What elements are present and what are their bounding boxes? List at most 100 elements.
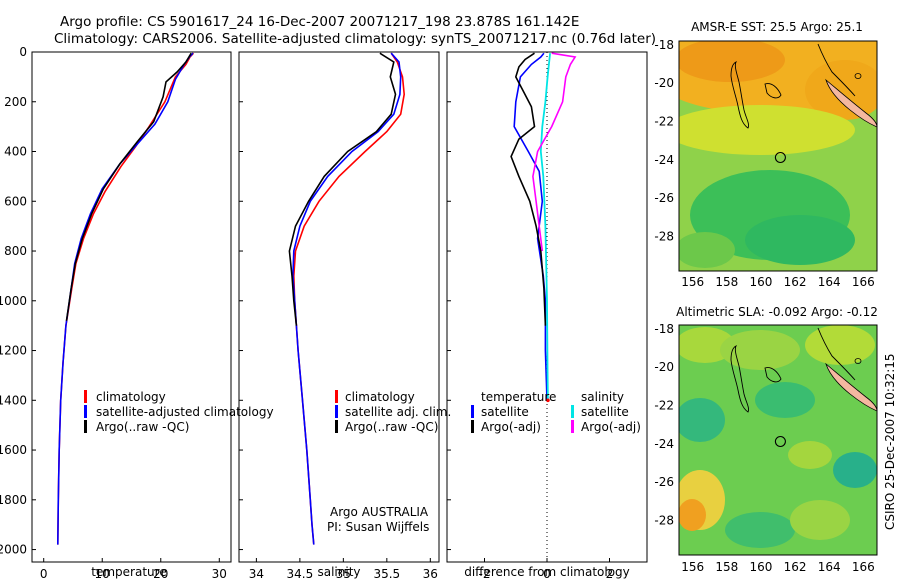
argo-pi-annotation: PI: Susan Wijffels	[327, 520, 429, 534]
temperature-panel: 0 10 20 30 0 200 400 600 800 1000 1200 1…	[0, 45, 274, 580]
sla-lat-tick-label: -28	[654, 514, 674, 528]
depth-tick-label: 1200	[0, 344, 27, 358]
depth-tick-label: 1800	[0, 493, 27, 507]
sla-loyalty-island	[854, 358, 862, 364]
sla-high-north	[720, 330, 800, 370]
difference-temperature-satellite-line	[513, 52, 548, 401]
temperature-xtick-label: 10	[95, 567, 110, 580]
legend-label-argo: Argo(..raw -QC)	[96, 420, 189, 434]
sst-axes-box	[678, 40, 878, 272]
legend-group-temperature: temperature	[481, 390, 556, 404]
sst-cool-west	[679, 232, 735, 268]
legend-swatch-argo	[335, 420, 338, 433]
difference-series-layer	[510, 52, 577, 403]
temperature-ytick-marks	[32, 51, 36, 551]
sst-coast-chesterfield	[730, 60, 749, 129]
sla-heatmap-field	[679, 325, 877, 555]
legend-label-temperature-satellite: satellite	[481, 405, 529, 419]
sla-lon-tick-label: 166	[852, 560, 875, 574]
depth-tick-label: 200	[4, 95, 27, 109]
legend-label-satellite-adjusted: satellite-adjusted climatology	[96, 405, 274, 419]
legend-swatch-climatology	[84, 390, 87, 403]
sla-map: Altimetric SLA: -0.092 Argo: -0.12 156 1…	[654, 305, 878, 574]
sst-map-title: AMSR-E SST: 25.5 Argo: 25.1	[691, 20, 863, 34]
sst-coast-east	[817, 43, 856, 97]
legend-swatch-satellite-adjusted	[84, 405, 87, 418]
temperature-satellite-line	[57, 52, 194, 545]
legend-label-climatology: climatology	[96, 390, 166, 404]
sla-lat-tick-label: -22	[654, 399, 674, 413]
difference-bottom-marker	[546, 398, 550, 403]
sst-lat-tick-label: -22	[654, 115, 674, 129]
argo-agency-annotation: Argo AUSTRALIA	[330, 505, 429, 519]
legend-group-salinity: salinity	[581, 390, 624, 404]
temperature-series-layer	[57, 52, 195, 545]
sla-high-northeast	[805, 325, 875, 365]
sla-coast-reef	[764, 367, 782, 383]
difference-xtick-label: -2	[479, 567, 491, 580]
salinity-series-layer	[288, 52, 406, 545]
temperature-x-axis-label: temperature	[91, 565, 166, 579]
sst-lat-tick-label: -20	[654, 76, 674, 90]
sla-low-east	[833, 452, 877, 488]
sst-lon-tick-label: 162	[784, 275, 807, 289]
salinity-ytick-marks	[239, 51, 243, 551]
sla-low-south	[725, 512, 795, 548]
sst-lat-tick-label: -28	[654, 230, 674, 244]
sst-map: AMSR-E SST: 25.5 Argo: 25.1 156 158 160 …	[654, 20, 878, 289]
side-timestamp: CSIRO 25-Dec-2007 10:32:15	[883, 353, 897, 530]
sla-new-caledonia	[825, 362, 877, 412]
sst-coast-reef	[764, 83, 782, 99]
depth-tick-label: 2000	[0, 543, 27, 557]
sla-argo-location-marker	[774, 435, 786, 448]
difference-salinity-satellite-line	[539, 53, 551, 401]
difference-legend: temperature satellite Argo(-adj) salinit…	[471, 390, 641, 434]
sla-map-title: Altimetric SLA: -0.092 Argo: -0.12	[676, 305, 878, 319]
legend-swatch-satellite-adj-clim	[335, 405, 338, 418]
sla-lat-tick-label: -18	[654, 322, 674, 336]
temperature-xtick-marks	[43, 558, 220, 562]
sla-low-center	[755, 382, 815, 418]
temperature-argo-line	[65, 52, 192, 321]
depth-tick-label: 1000	[0, 294, 27, 308]
salinity-xtick-label: 35.5	[373, 567, 400, 580]
sla-high-south	[790, 500, 850, 540]
legend-label-satellite-adj-clim: satellite adj. clim.	[345, 405, 451, 419]
sst-lon-tick-label: 166	[852, 275, 875, 289]
difference-xtick-marks	[484, 558, 610, 562]
sla-lon-tick-label: 156	[681, 560, 704, 574]
legend-label-salinity-argo: Argo(-adj)	[581, 420, 641, 434]
sla-high-center	[788, 441, 832, 469]
sst-lon-tick-label: 156	[681, 275, 704, 289]
salinity-xtick-marks	[255, 558, 431, 562]
sla-lon-tick-label: 158	[715, 560, 738, 574]
salinity-x-axis-label: salinity	[317, 565, 360, 579]
sst-transition	[679, 105, 855, 155]
salinity-legend: climatology satellite adj. clim. Argo(..…	[335, 390, 451, 434]
legend-swatch-argo	[84, 420, 87, 433]
sla-axes-box	[678, 324, 878, 556]
sla-lat-tick-label: -20	[654, 360, 674, 374]
legend-label-climatology: climatology	[345, 390, 415, 404]
difference-xtick-label: 0	[543, 567, 551, 580]
difference-ytick-marks	[447, 51, 451, 551]
sst-lat-tick-label: -18	[654, 38, 674, 52]
salinity-argo-line	[288, 52, 397, 326]
legend-swatch-climatology	[335, 390, 338, 403]
figure-title-line2: Climatology: CARS2006. Satellite-adjuste…	[54, 31, 656, 47]
difference-salinity-argo-line	[532, 52, 577, 252]
temperature-xtick-label: 0	[40, 567, 48, 580]
difference-temperature-argo-line	[510, 52, 547, 326]
sst-argo-location-marker	[774, 151, 786, 164]
sst-cool-core	[745, 215, 855, 265]
sst-lon-tick-label: 160	[749, 275, 772, 289]
temperature-legend: climatology satellite-adjusted climatolo…	[84, 390, 274, 434]
figure-title-line1: Argo profile: CS 5901617_24 16-Dec-2007 …	[60, 14, 579, 30]
sla-lon-tick-label: 160	[749, 560, 772, 574]
difference-x-axis-label: difference from climatology	[464, 565, 630, 579]
sla-coast-chesterfield	[730, 344, 749, 413]
sst-warm-core	[679, 41, 785, 82]
sla-lat-tick-label: -26	[654, 475, 674, 489]
legend-label-temperature-argo: Argo(-adj)	[481, 420, 541, 434]
sla-coast-east	[817, 327, 856, 381]
